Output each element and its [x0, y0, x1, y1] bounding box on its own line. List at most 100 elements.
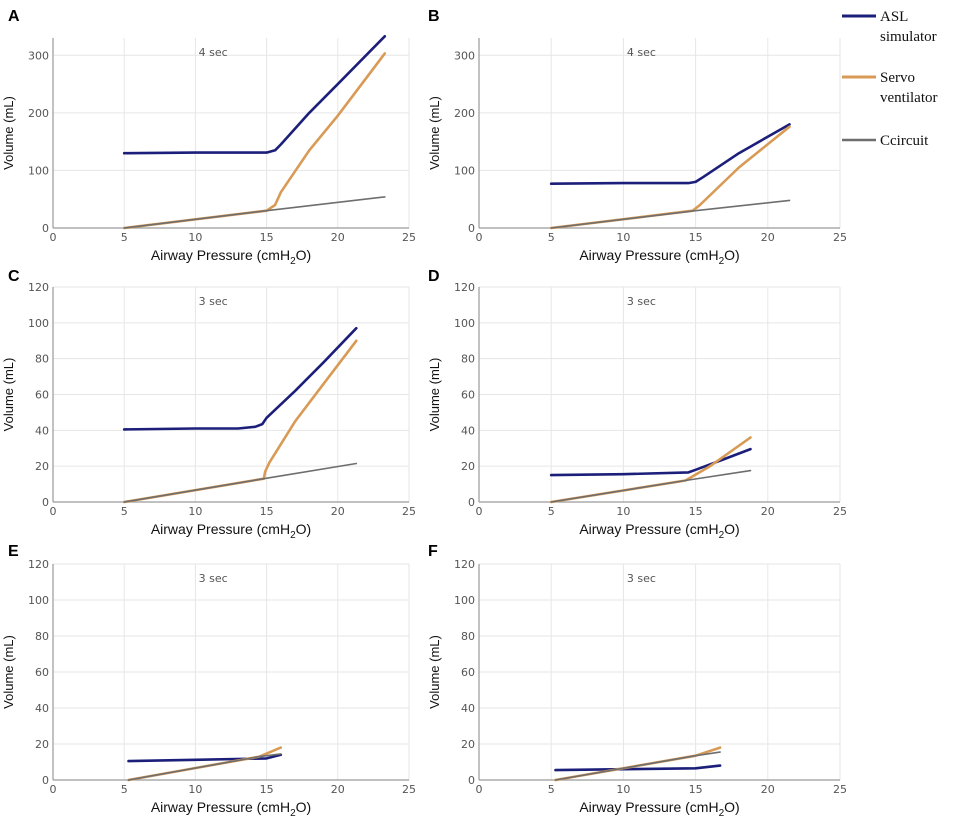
time-annotation: 4 sec — [627, 46, 656, 59]
chart-panel-b: 0 5 10 15 20 25 0 100 200 300 B 4 sec Airway Pressur… — [427, 8, 847, 267]
x-tick-label: 5 — [548, 231, 555, 244]
panel-label: D — [428, 268, 440, 285]
y-tick-label: 80 — [461, 353, 475, 366]
x-tick-label: 20 — [761, 505, 775, 518]
y-tick-label: 200 — [454, 107, 475, 120]
series-line-asl-simulator — [122, 34, 387, 155]
y-tick-label: 300 — [454, 49, 475, 62]
x-tick-label: 10 — [188, 505, 202, 518]
y-tick-label: 0 — [468, 496, 475, 509]
x-tick-label: 25 — [402, 783, 416, 796]
x-tick-label: 25 — [402, 231, 416, 244]
x-tick-label: 20 — [331, 505, 345, 518]
legend-label-line2: ventilator — [880, 90, 937, 106]
y-tick-label: 120 — [28, 281, 49, 294]
time-annotation: 4 sec — [199, 46, 228, 59]
panel-label: E — [8, 543, 19, 560]
x-tick-label: 5 — [121, 783, 128, 796]
series-line-asl-simulator — [554, 764, 722, 772]
x-tick-label: 0 — [476, 231, 483, 244]
x-tick-label: 15 — [260, 783, 274, 796]
y-tick-label: 60 — [35, 666, 49, 679]
series-line-asl-simulator — [549, 447, 752, 477]
y-tick-label: 80 — [35, 353, 49, 366]
y-tick-label: 20 — [35, 460, 49, 473]
time-annotation: 3 sec — [199, 295, 228, 308]
y-tick-label: 0 — [468, 222, 475, 235]
x-tick-label: 0 — [50, 783, 57, 796]
y-tick-label: 80 — [461, 630, 475, 643]
x-tick-label: 0 — [476, 505, 483, 518]
y-axis-label: Volume (mL) — [1, 96, 16, 170]
x-tick-label: 5 — [548, 783, 555, 796]
y-tick-label: 0 — [42, 496, 49, 509]
x-tick-label: 10 — [616, 505, 630, 518]
x-tick-label: 15 — [689, 505, 703, 518]
x-tick-label: 10 — [616, 783, 630, 796]
legend-label: Servo — [880, 70, 915, 86]
chart-panel-d: 0 5 10 15 20 25 0 20 40 60 80 100 120 D 3 sec Airway Pr… — [427, 268, 847, 541]
y-tick-label: 100 — [454, 317, 475, 330]
x-tick-label: 15 — [689, 783, 703, 796]
chart-panel-e: 0 5 10 15 20 25 0 20 40 60 80 100 120 E 3 sec Airway Pr… — [1, 543, 416, 819]
y-axis-label: Volume (mL) — [427, 635, 442, 709]
y-axis-label: Volume (mL) — [1, 635, 16, 709]
legend: ASL simulator Servo ventilator Ccircuit — [842, 9, 937, 149]
x-tick-label: 5 — [548, 505, 555, 518]
y-tick-label: 60 — [461, 666, 475, 679]
series-line-asl-simulator — [122, 326, 358, 431]
panel-label: F — [428, 543, 438, 560]
series-line-ccircuit — [550, 469, 752, 503]
series-line-asl-simulator — [549, 123, 791, 185]
x-tick-label: 15 — [260, 231, 274, 244]
x-axis-label: Airway Pressure (cmH2O) — [579, 799, 739, 819]
y-tick-label: 60 — [35, 389, 49, 402]
x-axis-label: Airway Pressure (cmH2O) — [579, 247, 739, 267]
x-tick-label: 25 — [833, 783, 847, 796]
series-line-ccircuit — [554, 751, 721, 781]
y-tick-label: 100 — [28, 317, 49, 330]
y-tick-label: 100 — [454, 594, 475, 607]
time-annotation: 3 sec — [627, 572, 656, 585]
chart-panel-a: 0 5 10 15 20 25 0 100 200 300 A 4 sec Airway Pressur… — [1, 8, 416, 267]
x-tick-label: 10 — [616, 231, 630, 244]
y-tick-label: 100 — [28, 164, 49, 177]
y-tick-label: 80 — [35, 630, 49, 643]
y-tick-label: 300 — [28, 49, 49, 62]
series-line-ccircuit — [123, 462, 358, 503]
y-tick-label: 40 — [461, 702, 475, 715]
x-axis-label: Airway Pressure (cmH2O) — [579, 521, 739, 541]
y-tick-label: 60 — [461, 389, 475, 402]
legend-label-line2: simulator — [880, 29, 937, 45]
x-tick-label: 20 — [331, 231, 345, 244]
x-tick-label: 5 — [121, 231, 128, 244]
x-axis-label: Airway Pressure (cmH2O) — [151, 521, 311, 541]
y-tick-label: 20 — [461, 738, 475, 751]
y-tick-label: 20 — [35, 738, 49, 751]
y-axis-label: Volume (mL) — [1, 358, 16, 432]
panel-label: C — [8, 268, 20, 285]
y-tick-label: 0 — [42, 774, 49, 787]
x-tick-label: 0 — [476, 783, 483, 796]
y-axis-label: Volume (mL) — [427, 358, 442, 432]
y-tick-label: 0 — [42, 222, 49, 235]
series-line-ccircuit — [123, 196, 386, 229]
x-tick-label: 15 — [689, 231, 703, 244]
y-tick-label: 40 — [35, 702, 49, 715]
chart-panel-c: 0 5 10 15 20 25 0 20 40 60 80 100 120 C 3 sec Airway Pr… — [1, 268, 416, 541]
x-tick-label: 0 — [50, 505, 57, 518]
time-annotation: 3 sec — [199, 572, 228, 585]
y-axis-label: Volume (mL) — [427, 96, 442, 170]
y-tick-label: 40 — [461, 424, 475, 437]
y-tick-label: 120 — [454, 281, 475, 294]
y-tick-label: 120 — [454, 558, 475, 571]
series-line-servo-ventilator — [549, 436, 752, 504]
x-tick-label: 5 — [121, 505, 128, 518]
y-tick-label: 200 — [28, 107, 49, 120]
x-tick-label: 20 — [761, 783, 775, 796]
series-line-ccircuit — [127, 753, 282, 781]
x-tick-label: 20 — [331, 783, 345, 796]
y-tick-label: 120 — [28, 558, 49, 571]
legend-label: Ccircuit — [880, 133, 929, 149]
